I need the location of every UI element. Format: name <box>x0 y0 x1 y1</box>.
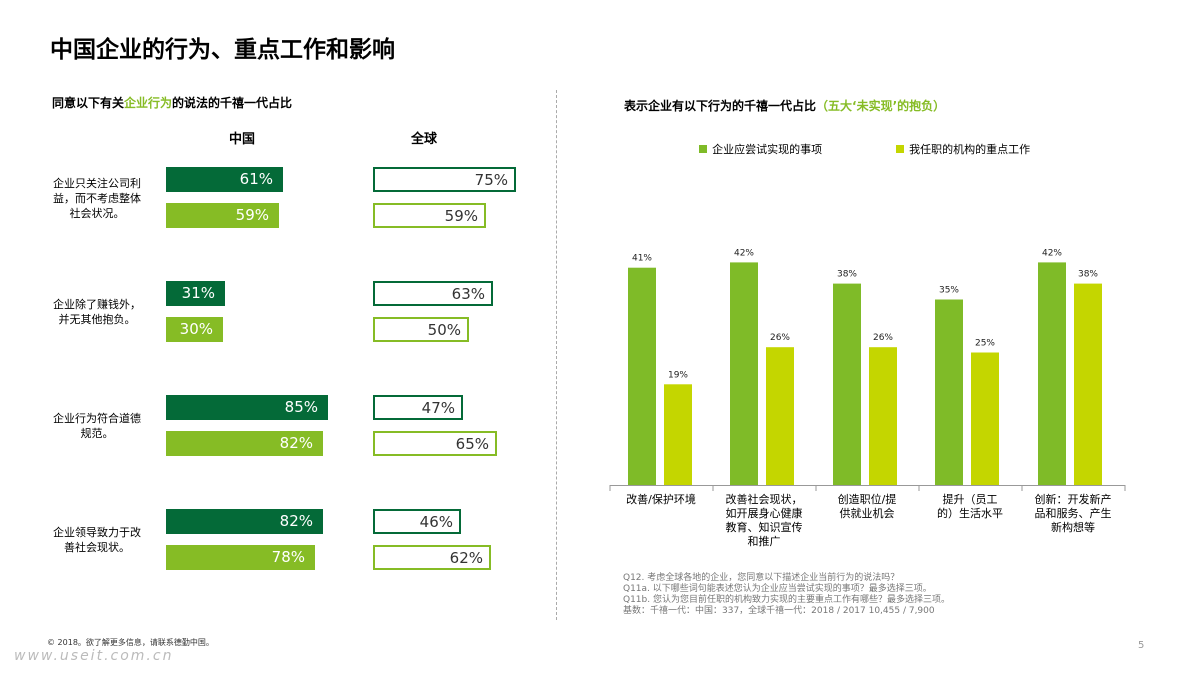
category-label-4: 提升（员工 的）生活水平 <box>937 493 1003 520</box>
global-bar-b-3: 65% <box>373 431 497 456</box>
column-header-china: 中国 <box>229 132 256 147</box>
column-bar-s2-5 <box>1074 283 1102 485</box>
global-bar-b-2: 50% <box>373 317 469 342</box>
column-value-label-s2-2: 26% <box>770 333 790 343</box>
footnote-4: 基数：千禧一代：中国：337，全球千禧一代：2018 / 2017 10,455… <box>623 606 935 616</box>
column-value-label-s1-5: 42% <box>1042 248 1062 258</box>
row-label-3: 企业行为符合道德 规范。 <box>53 412 141 440</box>
column-value-label-s1-4: 35% <box>939 286 959 296</box>
category-label-2: 改善社会现状， 如开展身心健康 教育、知识宣传 和推广 <box>725 493 803 548</box>
column-value-label-s2-4: 25% <box>975 339 995 349</box>
right-subtitle-pre: 表示企业有以下行为的千禧一代占比 <box>624 99 817 113</box>
legend-swatch-1 <box>699 145 707 153</box>
column-bar-s1-5 <box>1038 262 1066 485</box>
column-bar-s1-1 <box>628 267 656 485</box>
category-label-1: 改善/保护环境 <box>626 493 696 506</box>
global-bar-a-1: 75% <box>373 167 516 192</box>
column-bar-s2-2 <box>766 347 794 485</box>
global-bar-b-4: 62% <box>373 545 491 570</box>
copyright: © 2018。欲了解更多信息，请联系德勤中国。 <box>47 638 214 647</box>
legend-label-1: 企业应尝试实现的事项 <box>712 143 823 156</box>
page-title: 中国企业的行为、重点工作和影响 <box>50 37 395 63</box>
column-chart-svg: 41% 42% 38% 35% 42% 19% 26% 26% 25% 38% <box>609 248 1126 491</box>
column-value-label-s2-5: 38% <box>1078 270 1098 280</box>
legend-swatch-2 <box>896 145 904 153</box>
china-bar-b-1: 59% <box>166 203 279 228</box>
row-label-2: 企业除了赚钱外， 并无其他抱负。 <box>53 298 141 326</box>
column-bar-s1-4 <box>935 299 963 485</box>
column-bar-s1-3 <box>833 283 861 485</box>
column-bar-s2-3 <box>869 347 897 485</box>
column-value-label-s2-1: 19% <box>668 370 688 380</box>
footnotes: Q12. 考虑全球各地的企业，您同意以下描述企业当前行为的说法吗？ Q11a. … <box>623 573 950 617</box>
column-bar-s1-2 <box>730 262 758 485</box>
category-label-5: 创新：开发新产 品和服务、产生 新构想等 <box>1034 493 1112 534</box>
right-column-chart: 41% 42% 38% 35% 42% 19% 26% 26% 25% 38% 改善/保护环境 改善社… <box>560 150 1160 550</box>
right-subtitle: 表示企业有以下行为的千禧一代占比（五大‘未实现’的抱负） <box>624 97 945 114</box>
right-subtitle-highlight: （五大‘未实现’的抱负） <box>816 99 946 113</box>
left-subtitle: 同意以下有关企业行为的说法的千禧一代占比 <box>52 94 292 111</box>
column-header-global: 全球 <box>411 132 438 147</box>
global-bar-b-1: 59% <box>373 203 486 228</box>
global-bar-a-2: 63% <box>373 281 493 306</box>
global-bar-a-3: 47% <box>373 395 463 420</box>
china-bar-a-4: 82% <box>166 509 323 534</box>
column-value-label-s1-3: 38% <box>837 270 857 280</box>
legend-item-1: 企业应尝试实现的事项 <box>699 138 822 157</box>
page-number: 5 <box>1138 640 1145 651</box>
footnote-1: Q12. 考虑全球各地的企业，您同意以下描述企业当前行为的说法吗？ <box>623 573 900 583</box>
legend-item-2: 我任职的机构的重点工作 <box>896 138 1030 157</box>
legend-label-2: 我任职的机构的重点工作 <box>909 143 1031 156</box>
china-bar-a-3: 85% <box>166 395 328 420</box>
china-bar-b-4: 78% <box>166 545 315 570</box>
china-bar-a-1: 61% <box>166 167 283 192</box>
global-bar-a-4: 46% <box>373 509 461 534</box>
column-bar-s2-1 <box>664 384 692 485</box>
china-bar-b-2: 30% <box>166 317 223 342</box>
column-value-label-s2-3: 26% <box>873 333 893 343</box>
row-label-1: 企业只关注公司利 益，而不考虑整体 社会状况。 <box>53 176 141 220</box>
column-bar-s2-4 <box>971 352 999 485</box>
left-subtitle-pre: 同意以下有关 <box>52 96 125 110</box>
footnote-3: Q11b. 您认为您目前任职的机构致力实现的主要重点工作有哪些？最多选择三项。 <box>623 595 950 605</box>
column-value-label-s1-2: 42% <box>734 248 754 258</box>
watermark: www.useit.com.cn <box>14 648 174 664</box>
china-bar-a-2: 31% <box>166 281 225 306</box>
category-label-3: 创造职位/提 供就业机会 <box>837 493 897 520</box>
left-subtitle-highlight: 企业行为 <box>124 96 173 110</box>
footnote-2: Q11a. 以下哪些词句能表述您认为企业应当尝试实现的事项？最多选择三项。 <box>623 584 932 594</box>
china-bar-b-3: 82% <box>166 431 323 456</box>
left-bar-chart: 企业只关注公司利 益，而不考虑整体 社会状况。 企业除了赚钱外， 并无其他抱负。 企业行为… <box>0 0 556 620</box>
row-label-4: 企业领导致力于改 善社会现状。 <box>53 526 141 554</box>
divider <box>556 90 557 620</box>
left-subtitle-post: 的说法的千禧一代占比 <box>172 96 293 110</box>
column-value-label-s1-1: 41% <box>632 254 652 264</box>
